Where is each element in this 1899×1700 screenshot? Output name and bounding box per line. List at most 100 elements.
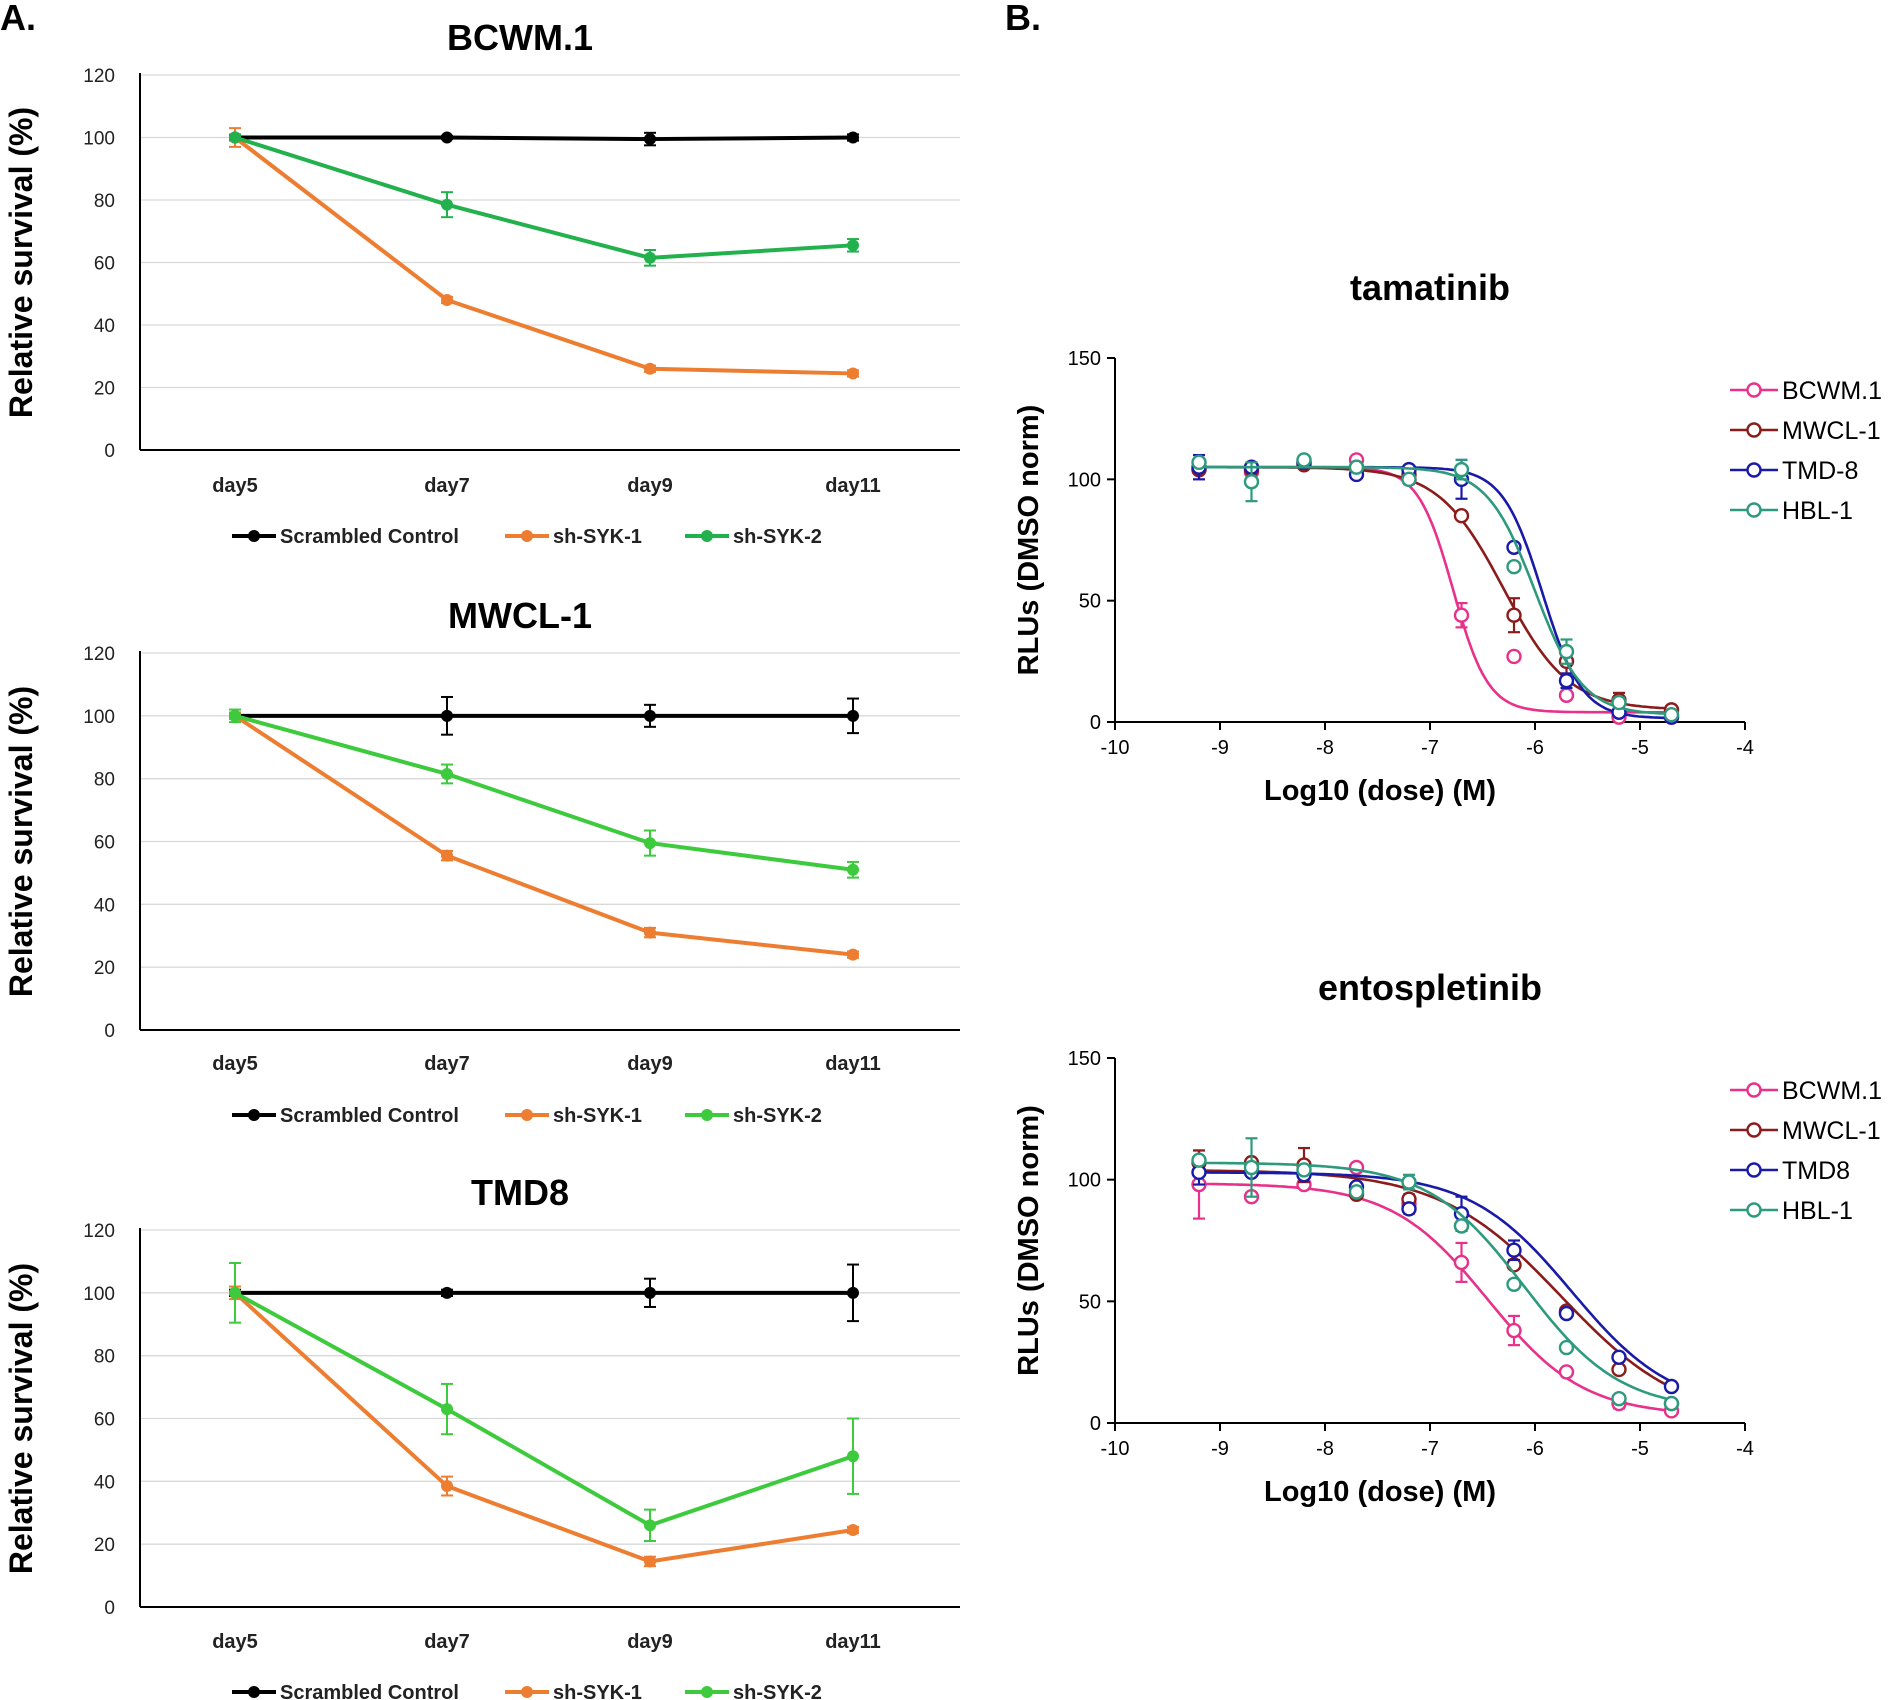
data-point (1506, 607, 1522, 623)
x-axis-label: Log10 (dose) (M) (1264, 1476, 1496, 1508)
y-tick-label: 0 (104, 1598, 115, 1619)
data-point (847, 709, 859, 722)
series-sh-syk-1 (229, 709, 859, 961)
data-point (847, 367, 859, 380)
legend-marker (701, 1686, 713, 1698)
fit-curve (1199, 465, 1672, 714)
series-line (234, 1291, 854, 1528)
x-tick-label: -10 (1101, 1438, 1130, 1460)
data-point (229, 1286, 241, 1299)
data-point (1191, 454, 1207, 471)
series-mwcl-1 (1191, 457, 1680, 718)
x-tick-label: day5 (212, 475, 258, 497)
data-point (644, 133, 656, 146)
fit-curve (1199, 1182, 1672, 1413)
legend-label: MWCL-1 (1782, 417, 1881, 445)
legend-marker (701, 1109, 713, 1121)
data-point (847, 239, 859, 252)
series-line (234, 713, 854, 872)
y-tick-label: 40 (94, 1472, 115, 1493)
line-chart-2: 0 20 40 60 80 100 120 day5 day7 day9 day11 TMD8 Rela… (3, 1172, 960, 1700)
data-point (1348, 1159, 1365, 1176)
y-tick-label: 60 (94, 1410, 115, 1431)
data-point (441, 767, 453, 780)
x-tick-label: day9 (627, 1053, 673, 1075)
legend-marker (248, 1686, 260, 1698)
data-point (1558, 1305, 1575, 1322)
legend-label: sh-SYK-1 (553, 1682, 642, 1700)
data-point (1506, 1242, 1522, 1258)
data-point (644, 251, 656, 264)
y-tick-label: 100 (83, 129, 115, 150)
x-tick-label: -8 (1316, 737, 1334, 759)
data-point (1663, 1378, 1680, 1395)
y-axis-label: Relative survival (%) (3, 107, 39, 418)
chart-title: entospletinib (1318, 967, 1542, 1008)
x-tick-label: day7 (424, 1631, 470, 1653)
data-point (1558, 1364, 1575, 1380)
series-line (233, 714, 854, 957)
legend-label: HBL-1 (1782, 1197, 1853, 1225)
data-point (644, 362, 656, 375)
legend-label: Scrambled Control (280, 526, 459, 548)
x-tick-label: -4 (1736, 1438, 1754, 1460)
y-tick-label: 100 (83, 1284, 115, 1305)
legend-label: sh-SYK-2 (733, 1682, 822, 1700)
y-tick-label: 120 (83, 1221, 115, 1242)
legend-marker (1746, 462, 1762, 478)
y-axis-label: RLUs (DMSO norm) (1013, 1105, 1045, 1376)
series-hbl-1 (1191, 1137, 1680, 1412)
chart-title: tamatinib (1350, 267, 1510, 308)
series-sh-syk-1 (229, 1285, 859, 1568)
data-point (1348, 459, 1365, 475)
data-point (644, 837, 656, 850)
fit-curve (1199, 1161, 1672, 1401)
data-point (1663, 1395, 1680, 1412)
dose-response-chart-3: 0 50 100 150 -10 -9 -8 -7 -6 -5 -4 Log10 (dose) (M)… (1013, 267, 1882, 807)
y-tick-label: 50 (1079, 1291, 1101, 1313)
y-axis-label: Relative survival (%) (3, 686, 39, 997)
data-point (1453, 508, 1470, 524)
x-tick-label: day11 (825, 1631, 881, 1653)
y-tick-label: 120 (83, 644, 115, 665)
y-tick-label: 80 (94, 191, 115, 212)
data-point (1348, 1184, 1365, 1200)
fit-curve (1199, 465, 1672, 720)
x-tick-label: -7 (1421, 1438, 1439, 1460)
legend-marker (521, 1686, 533, 1698)
data-point (1401, 471, 1417, 488)
data-point (1558, 643, 1575, 660)
data-point (1401, 1201, 1417, 1217)
x-tick-label: day7 (424, 1053, 470, 1075)
data-point (644, 1519, 656, 1532)
data-point (1506, 558, 1522, 575)
series-line (233, 135, 854, 376)
data-point (1558, 673, 1575, 689)
data-point (1611, 1349, 1627, 1366)
series-bcwm-1 (1191, 1149, 1680, 1419)
data-point (441, 709, 453, 722)
x-tick-label: -8 (1316, 1438, 1334, 1460)
dose-response-chart-4: 0 50 100 150 -10 -9 -8 -7 -6 -5 -4 Log10 (dose) (M)… (1013, 967, 1882, 1508)
data-point (1506, 648, 1522, 665)
data-point (1296, 1162, 1312, 1178)
legend-marker (521, 530, 533, 542)
data-point (441, 294, 453, 306)
legend-label: TMD-8 (1782, 457, 1858, 485)
y-tick-label: 80 (94, 770, 115, 791)
y-tick-label: 20 (94, 958, 115, 979)
data-point (1506, 1276, 1522, 1293)
y-tick-label: 0 (104, 1021, 115, 1042)
data-point (1453, 1218, 1470, 1234)
data-point (1296, 452, 1312, 468)
x-tick-label: day9 (627, 475, 673, 497)
x-tick-label: -6 (1526, 1438, 1544, 1460)
data-point (229, 709, 241, 722)
data-point (847, 1524, 859, 1537)
panel-label-b: B. (1005, 0, 1041, 38)
legend-label: BCWM.1 (1782, 377, 1882, 405)
fit-curve (1199, 1169, 1673, 1389)
series-sh-syk-2 (229, 1261, 859, 1543)
x-tick-label: day7 (424, 475, 470, 497)
y-tick-label: 40 (94, 316, 115, 337)
